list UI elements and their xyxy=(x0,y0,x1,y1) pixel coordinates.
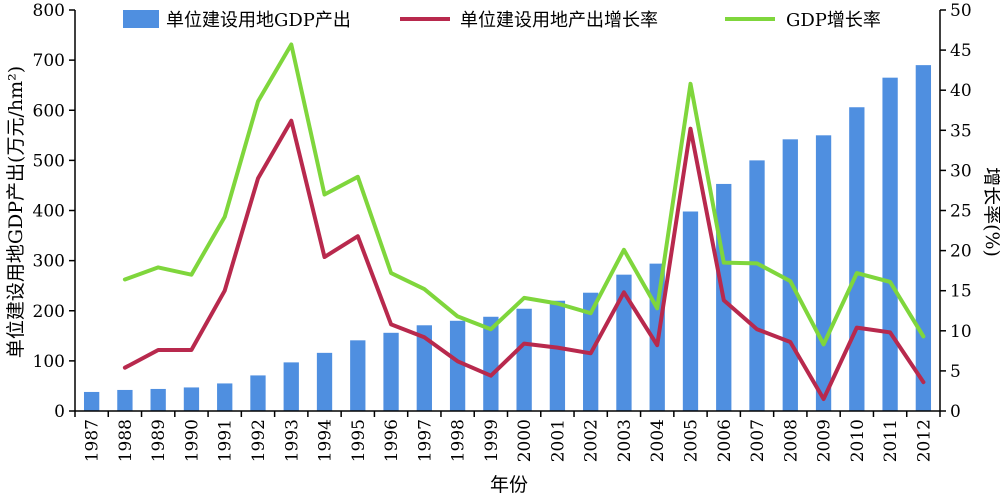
bar xyxy=(283,362,299,411)
bar xyxy=(549,300,566,411)
y-right-tick-label: 20 xyxy=(950,242,972,262)
y-right-tick-label: 50 xyxy=(950,1,972,21)
y-left-tick-label: 600 xyxy=(33,101,65,121)
x-tick-label: 1996 xyxy=(382,419,402,462)
x-tick-label: 1991 xyxy=(216,419,236,462)
x-tick-label: 1998 xyxy=(449,419,469,462)
bar xyxy=(616,274,632,411)
x-tick-label: 1999 xyxy=(482,419,502,462)
bar xyxy=(350,340,366,411)
y-axis-right-title: 增长率(%) xyxy=(981,167,1000,257)
bar xyxy=(449,320,466,411)
y-axis-left-title: 单位建设用地GDP产出(万元/hm²) xyxy=(5,66,27,358)
x-tick-label: 2003 xyxy=(615,419,635,462)
y-right-tick-label: 0 xyxy=(950,402,961,422)
x-tick-label: 1988 xyxy=(116,419,136,462)
bar xyxy=(316,352,333,411)
x-tick-label: 2009 xyxy=(815,419,835,462)
x-tick-label: 2012 xyxy=(914,419,934,462)
bar xyxy=(915,65,932,411)
series-line-1 xyxy=(122,118,926,401)
legend: 单位建设用地GDP产出 单位建设用地产出增长率 GDP增长率 xyxy=(123,10,881,31)
x-tick-label: 2000 xyxy=(515,419,535,462)
y-left-tick-label: 100 xyxy=(33,352,65,372)
y-left-tick-label: 500 xyxy=(33,151,65,171)
bar xyxy=(483,316,499,411)
bar xyxy=(250,375,266,411)
y-left-tick-label: 400 xyxy=(33,202,65,222)
y-right-tick-label: 45 xyxy=(950,41,972,61)
bar xyxy=(383,332,399,411)
y-left-tick-label: 800 xyxy=(33,1,65,21)
bar xyxy=(782,139,798,411)
x-tick-label: 2002 xyxy=(582,419,602,462)
bar xyxy=(117,389,133,411)
y-right-tick-label: 30 xyxy=(950,161,972,181)
bar xyxy=(682,211,699,411)
y-left-tick-label: 200 xyxy=(33,302,65,322)
legend-label-line-1: 单位建设用地产出增长率 xyxy=(460,10,658,31)
bar xyxy=(150,388,166,411)
x-tick-label: 2004 xyxy=(648,419,668,462)
y-right-tick-label: 35 xyxy=(950,121,972,141)
x-tick-label: 1987 xyxy=(83,419,103,462)
bar xyxy=(183,387,200,411)
x-tick-label: 1994 xyxy=(316,419,336,462)
axes-layer: 0 100 200 300 400 500 600 700 800 0 5 10 15 20 25 30 35 4… xyxy=(33,1,972,462)
y-right-tick-label: 15 xyxy=(950,282,972,302)
bar xyxy=(83,391,100,411)
bar xyxy=(849,107,865,412)
bar xyxy=(217,383,233,411)
bar xyxy=(749,160,765,411)
x-tick-label: 1993 xyxy=(282,419,302,462)
x-axis-title: 年份 xyxy=(490,474,528,496)
y-left-tick-label: 0 xyxy=(54,402,65,422)
legend-label-bar: 单位建设用地GDP产出 xyxy=(166,10,351,31)
y-left-tick-label: 300 xyxy=(33,252,65,272)
legend-label-line-2: GDP增长率 xyxy=(786,10,881,31)
bar xyxy=(882,77,898,411)
x-tick-label: 1997 xyxy=(415,419,435,462)
x-tick-label: 2005 xyxy=(681,419,701,462)
bar xyxy=(815,135,832,411)
y-right-tick-label: 10 xyxy=(950,322,972,342)
series-line-2 xyxy=(122,42,926,347)
bar xyxy=(516,308,532,411)
y-left-tick-label: 700 xyxy=(33,51,65,71)
x-tick-label: 2008 xyxy=(781,419,801,462)
x-tick-label: 2006 xyxy=(715,419,735,462)
y-right-tick-label: 5 xyxy=(950,362,961,382)
legend-swatch-bar xyxy=(123,10,159,28)
x-tick-label: 2001 xyxy=(548,419,568,462)
x-tick-label: 2011 xyxy=(881,419,901,462)
x-tick-label: 2007 xyxy=(748,419,768,462)
bars-layer xyxy=(83,65,932,412)
bar xyxy=(416,325,432,411)
lines-layer xyxy=(122,42,926,401)
x-tick-label: 1990 xyxy=(182,419,202,462)
x-tick-label: 1995 xyxy=(349,419,369,462)
x-tick-label: 2010 xyxy=(848,419,868,462)
y-right-tick-label: 40 xyxy=(950,81,972,101)
y-right-tick-label: 25 xyxy=(950,202,972,222)
x-tick-label: 1989 xyxy=(149,419,169,462)
x-tick-label: 1992 xyxy=(249,419,269,462)
